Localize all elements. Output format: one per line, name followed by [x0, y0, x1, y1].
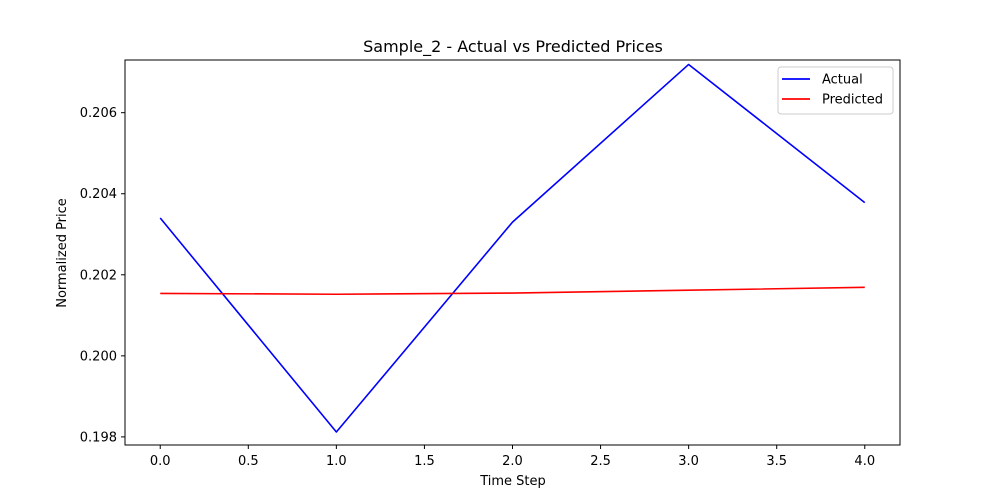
x-tick-label: 1.5	[414, 454, 435, 469]
x-axis-label: Time Step	[479, 474, 546, 489]
y-tick-label: 0.200	[80, 349, 117, 364]
y-tick-label: 0.204	[80, 187, 117, 202]
x-tick-label: 0.0	[150, 454, 171, 469]
x-tick-label: 2.5	[590, 454, 611, 469]
x-tick-label: 4.0	[854, 454, 875, 469]
x-axis: 0.0 0.5 1.0 1.5 2.0 2.5 3.0 3.5 4.0	[150, 445, 875, 469]
plot-area	[159, 63, 866, 433]
y-tick-label: 0.198	[80, 430, 117, 445]
legend: Actual Predicted	[777, 66, 894, 115]
x-tick-label: 1.0	[326, 454, 347, 469]
x-tick-label: 0.5	[238, 454, 259, 469]
chart-title: Sample_2 - Actual vs Predicted Prices	[363, 37, 663, 57]
series-line-actual	[159, 63, 866, 433]
y-tick-label: 0.202	[80, 268, 117, 283]
axes-frame	[124, 59, 901, 446]
y-tick-label: 0.206	[80, 106, 117, 121]
legend-label-predicted: Predicted	[822, 93, 883, 108]
series-line-predicted	[160, 286, 865, 296]
y-axis-label: Normalized Price	[55, 198, 70, 308]
x-tick-label: 2.0	[502, 454, 523, 469]
legend-label-actual: Actual	[822, 73, 863, 88]
x-tick-label: 3.5	[766, 454, 787, 469]
y-axis: 0.198 0.200 0.202 0.204 0.206	[80, 106, 125, 445]
x-tick-label: 3.0	[678, 454, 699, 469]
